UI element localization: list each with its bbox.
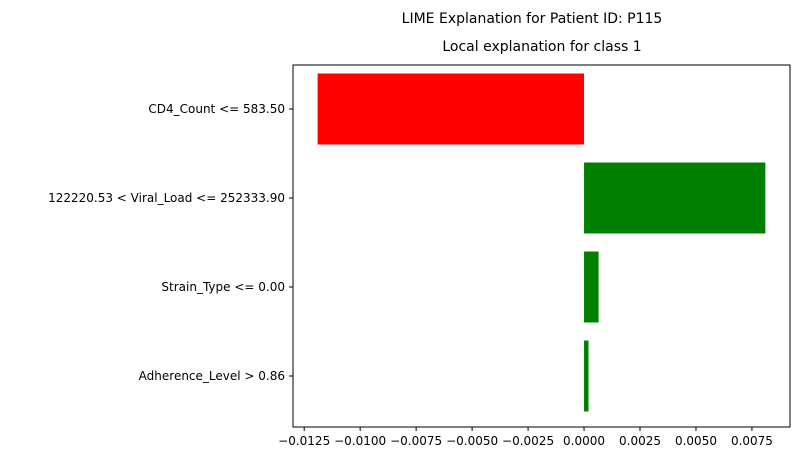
plot-frame bbox=[292, 64, 791, 428]
x-tick-label-1: −0.0100 bbox=[334, 434, 386, 448]
x-tick-label-7: 0.0050 bbox=[675, 434, 717, 448]
bar-0 bbox=[317, 73, 585, 145]
y-axis: CD4_Count <= 583.50 122220.53 < Viral_Loa… bbox=[48, 102, 293, 383]
x-tick-label-4: −0.0025 bbox=[502, 434, 554, 448]
y-tick-label-0: CD4_Count <= 583.50 bbox=[148, 102, 285, 116]
y-tick-label-2: Strain_Type <= 0.00 bbox=[161, 280, 285, 294]
chart-suptitle: LIME Explanation for Patient ID: P115 bbox=[402, 11, 663, 27]
bar-3 bbox=[584, 340, 589, 412]
y-tick-label-3: Adherence_Level > 0.86 bbox=[139, 369, 285, 383]
bars-layer bbox=[317, 73, 766, 412]
y-tick-label-1: 122220.53 < Viral_Load <= 252333.90 bbox=[48, 191, 285, 205]
x-tick-label-6: 0.0025 bbox=[619, 434, 661, 448]
bar-1 bbox=[584, 162, 766, 234]
x-tick-label-0: −0.0125 bbox=[278, 434, 330, 448]
chart-title: Local explanation for class 1 bbox=[442, 39, 641, 55]
x-tick-label-5: 0.0000 bbox=[563, 434, 605, 448]
x-tick-label-8: 0.0075 bbox=[731, 434, 773, 448]
x-tick-label-2: −0.0075 bbox=[390, 434, 442, 448]
bar-2 bbox=[584, 251, 599, 323]
x-axis: −0.0125 −0.0100 −0.0075 −0.0050 −0.0025 0.000… bbox=[278, 427, 773, 448]
x-tick-label-3: −0.0050 bbox=[446, 434, 498, 448]
